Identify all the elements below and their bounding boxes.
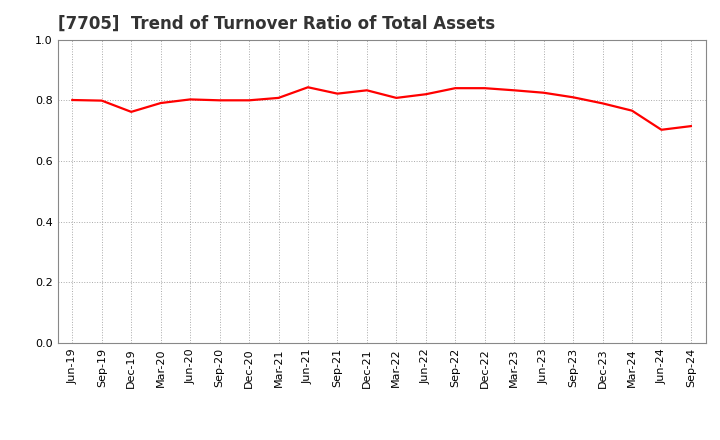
Text: [7705]  Trend of Turnover Ratio of Total Assets: [7705] Trend of Turnover Ratio of Total … bbox=[58, 15, 495, 33]
